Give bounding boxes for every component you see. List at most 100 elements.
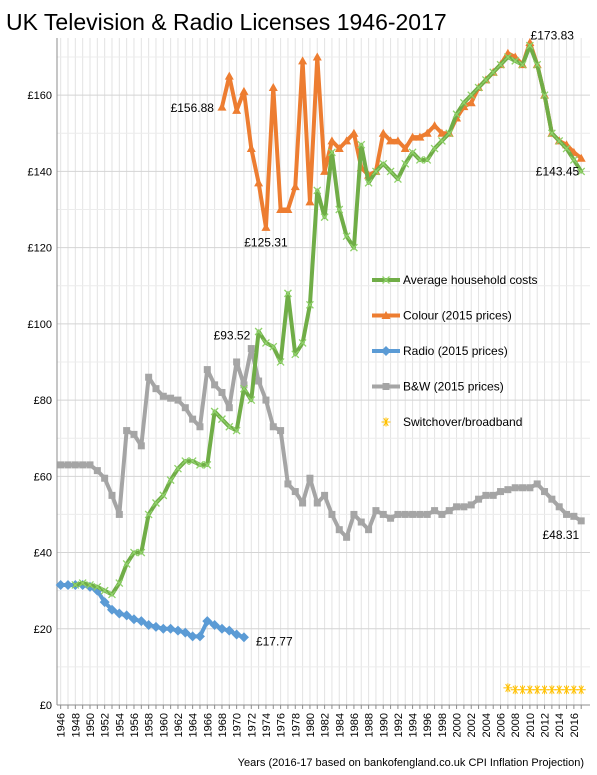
- data-point: [108, 590, 116, 599]
- data-point: [290, 182, 300, 191]
- data-point: [453, 503, 461, 511]
- data-point-stroke: [254, 327, 263, 336]
- data-point: [394, 510, 402, 518]
- data-point: [239, 86, 249, 95]
- x-tick-label: 2008: [510, 713, 522, 737]
- data-point: [255, 377, 263, 385]
- data-point: [563, 510, 571, 518]
- data-point: [364, 178, 373, 187]
- data-point-stroke: [357, 140, 366, 149]
- data-point: [386, 167, 395, 176]
- data-point: [431, 507, 439, 515]
- data-label: £93.52: [214, 329, 251, 343]
- x-tick-label: 1956: [129, 713, 141, 737]
- data-point: [382, 383, 390, 390]
- data-point-stroke: [130, 548, 138, 557]
- data-point: [576, 685, 586, 695]
- data-point-stroke: [276, 358, 285, 366]
- data-point: [372, 507, 380, 515]
- data-point: [430, 121, 440, 130]
- x-tick-label: 1964: [188, 713, 200, 737]
- data-label: £156.88: [171, 101, 215, 115]
- data-point: [78, 579, 87, 587]
- data-point: [533, 480, 541, 488]
- data-point: [269, 342, 278, 351]
- data-point: [518, 685, 528, 695]
- data-point-stroke: [525, 41, 534, 50]
- data-point: [548, 495, 556, 503]
- data-point-stroke: [159, 491, 168, 500]
- data-point: [475, 495, 483, 503]
- data-point-stroke: [386, 167, 395, 176]
- data-point-stroke: [408, 148, 417, 157]
- data-point: [371, 167, 380, 176]
- data-point: [547, 129, 556, 138]
- data-point: [533, 60, 542, 69]
- legend-item: Average household costs: [372, 273, 538, 287]
- data-point-stroke: [555, 136, 564, 145]
- data-point: [327, 136, 337, 145]
- data-point: [482, 491, 490, 499]
- data-point: [172, 625, 183, 636]
- data-point: [452, 110, 461, 119]
- data-point-stroke: [320, 213, 329, 222]
- data-point-stroke: [152, 499, 160, 507]
- data-point-stroke: [305, 300, 314, 309]
- data-point: [298, 56, 308, 65]
- data-point-stroke: [144, 510, 153, 519]
- legend-label: Average household costs: [403, 273, 538, 287]
- data-point: [554, 685, 564, 695]
- x-tick-label: 1952: [100, 713, 112, 737]
- legend-label: Radio (2015 prices): [403, 344, 508, 358]
- data-point: [349, 128, 359, 137]
- data-point: [57, 461, 65, 469]
- data-point: [379, 510, 387, 518]
- data-point: [335, 526, 343, 534]
- data-point: [334, 144, 344, 153]
- data-point-stroke: [503, 53, 512, 62]
- data-point: [232, 426, 241, 435]
- data-point: [320, 166, 330, 175]
- data-point-stroke: [371, 167, 380, 176]
- data-point: [445, 507, 453, 515]
- data-point-stroke: [174, 464, 182, 473]
- data-point: [313, 186, 322, 195]
- data-point: [381, 311, 391, 319]
- data-point-stroke: [115, 579, 124, 587]
- data-point-stroke: [533, 60, 542, 69]
- chart-axes: [56, 38, 590, 709]
- data-point: [393, 136, 403, 145]
- data-point: [254, 178, 264, 187]
- data-point: [108, 491, 116, 499]
- data-point: [357, 140, 366, 149]
- data-point: [122, 560, 131, 568]
- y-tick-label: £100: [28, 319, 52, 331]
- data-point: [136, 616, 147, 627]
- data-point: [93, 467, 101, 475]
- data-point: [114, 608, 125, 619]
- data-point: [211, 381, 219, 389]
- data-point: [459, 98, 468, 107]
- series-b-w-2015-prices: [57, 345, 585, 541]
- data-point: [503, 53, 512, 62]
- data-point: [577, 167, 586, 176]
- data-point: [570, 512, 578, 520]
- data-point: [247, 345, 255, 353]
- data-point-stroke: [511, 56, 520, 65]
- data-point: [378, 128, 388, 137]
- data-point-stroke: [283, 289, 292, 298]
- data-point: [196, 423, 204, 431]
- series-line: [219, 40, 584, 230]
- data-point: [525, 41, 534, 50]
- data-point: [196, 460, 204, 469]
- data-point: [261, 222, 271, 231]
- x-tick-label: 1996: [422, 713, 434, 737]
- x-tick-label: 1982: [320, 713, 332, 737]
- data-point: [467, 91, 476, 100]
- data-point: [231, 629, 242, 640]
- data-point: [408, 132, 418, 141]
- data-point: [438, 510, 446, 518]
- data-label: £48.31: [542, 528, 579, 542]
- data-point: [335, 205, 344, 214]
- data-point: [130, 430, 138, 438]
